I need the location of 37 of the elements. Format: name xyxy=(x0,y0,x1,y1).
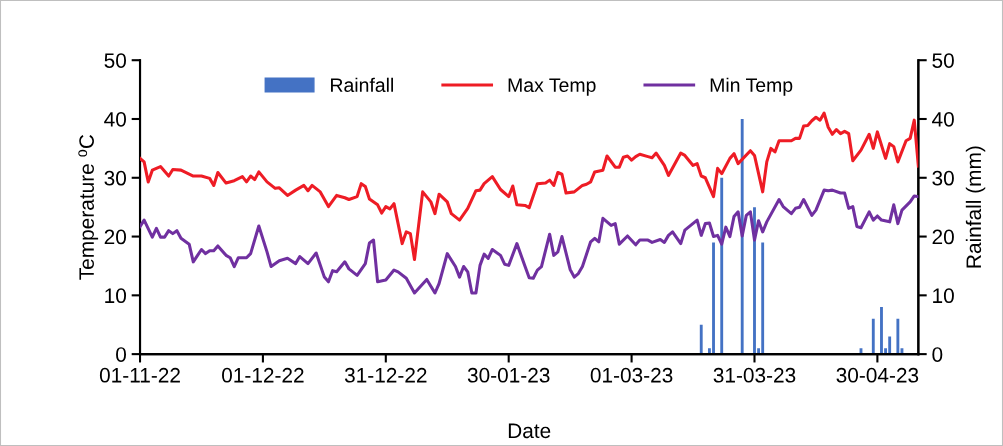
y-tick-label: 50 xyxy=(104,53,127,68)
x-tick-label: 01-03-23 xyxy=(590,367,673,383)
y2-tick-label: 30 xyxy=(932,170,954,186)
x-tick-label: 01-11-22 xyxy=(99,367,180,383)
bar xyxy=(888,336,892,355)
y-tick-label: 20 xyxy=(104,229,127,245)
y-tick-label: 30 xyxy=(104,170,127,186)
bar xyxy=(740,118,744,355)
y2-tick-label: 10 xyxy=(933,288,954,304)
y-tick-label: 0 xyxy=(116,347,127,362)
line-series xyxy=(140,188,919,295)
bar xyxy=(871,318,875,355)
legend-label: Min Temp xyxy=(710,77,793,96)
bar xyxy=(880,307,883,355)
y-tick-label: 40 xyxy=(104,111,127,127)
bar xyxy=(753,207,756,355)
bar xyxy=(720,177,724,355)
bar xyxy=(761,242,765,355)
y2-tick-label: 20 xyxy=(932,229,954,245)
bar xyxy=(896,318,900,355)
y2-axis-title: Rainfall (mm) xyxy=(965,146,986,268)
x-tick-label: 30-04-23 xyxy=(836,367,919,383)
legend-label: Rainfall xyxy=(331,77,393,92)
x-tick-label: 01-12-22 xyxy=(222,367,304,383)
bar xyxy=(699,324,703,355)
line-series xyxy=(140,111,919,262)
bar xyxy=(712,242,715,355)
x-tick-label: 30-01-23 xyxy=(467,367,550,383)
y2-tick-label: 50 xyxy=(932,53,954,68)
y2-tick-label: 0 xyxy=(932,347,943,362)
y-axis-title: Temperature ⁰C xyxy=(78,134,99,280)
x-tick-label: 31-12-22 xyxy=(344,367,427,383)
x-tick-label: 31-03-23 xyxy=(713,367,796,383)
y-tick-label: 10 xyxy=(105,288,127,304)
x-axis-title: Date xyxy=(508,423,551,439)
legend-label: Max Temp xyxy=(508,78,596,96)
y2-tick-label: 40 xyxy=(932,111,954,127)
